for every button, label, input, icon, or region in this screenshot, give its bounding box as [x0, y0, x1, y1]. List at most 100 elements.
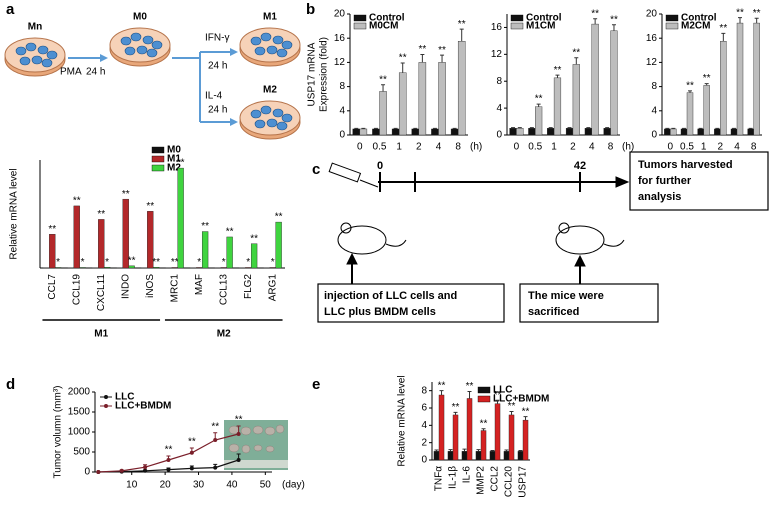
mouse-ear: [340, 222, 352, 234]
x-tick-label: 4: [734, 142, 740, 153]
tumor-photo: [224, 420, 288, 470]
bar: [98, 219, 105, 269]
x-tick-label: 40: [226, 480, 238, 491]
x-tick-label: 8: [608, 142, 614, 153]
error-bar: [738, 17, 742, 24]
error-bar: [518, 449, 523, 452]
significance: *: [246, 257, 250, 268]
x-tick-label: 0.5: [680, 142, 694, 153]
error-bar: [413, 127, 418, 129]
significance: **: [686, 80, 694, 91]
error-bar: [452, 127, 457, 129]
x-tick-label: TNFα: [434, 466, 445, 491]
cell: [46, 50, 58, 60]
legend-label: LLC+BMDM: [493, 394, 549, 405]
error-bar: [688, 90, 692, 93]
legend-swatch: [151, 155, 165, 163]
bar: [720, 41, 727, 136]
error-bar: [517, 127, 522, 129]
box-text: sacrificed: [528, 306, 579, 318]
error-bar: [704, 83, 709, 86]
point: [213, 465, 218, 470]
significance: **: [522, 406, 530, 417]
sacrifice-box: [519, 283, 659, 323]
bar: [697, 128, 704, 136]
x-tick-label: 1: [551, 142, 557, 153]
step-time: 24 h: [208, 105, 227, 116]
error-bar: [611, 24, 616, 31]
cell: [136, 45, 148, 55]
error-bar: [354, 127, 359, 129]
y-axis-label: USP17 mRNA: [307, 42, 318, 106]
error-bar: [476, 449, 481, 452]
bar: [670, 128, 677, 136]
y-tick-label: 0: [84, 467, 90, 478]
cell: [142, 35, 154, 45]
error-bar: [462, 448, 467, 452]
error-bar: [536, 103, 541, 107]
point: [96, 470, 101, 474]
x-tick-label: 0: [357, 142, 363, 153]
step-agent: IL-4: [205, 91, 223, 102]
error-bar: [721, 32, 726, 42]
y-tick-label: 1500: [68, 407, 91, 418]
bar: [147, 211, 154, 269]
point: [189, 466, 194, 471]
bar: [535, 106, 543, 136]
error-bar: [393, 127, 398, 129]
injection-box: [317, 283, 505, 323]
significance: **: [48, 224, 56, 235]
y-tick-label: 500: [73, 447, 90, 458]
x-axis-label: (h): [622, 142, 634, 153]
bar: [610, 30, 618, 136]
bar: [79, 267, 86, 269]
significance: *: [105, 257, 109, 268]
bar: [680, 128, 688, 136]
error-bar: [434, 449, 439, 452]
x-tick-label: USP17: [518, 466, 529, 498]
x-tick-label: 1: [701, 142, 707, 153]
tumor: [264, 426, 276, 436]
bar: [461, 451, 468, 461]
error-bar: [467, 391, 472, 399]
legend-swatch: [151, 146, 165, 154]
legend-swatch: [665, 14, 679, 22]
cell: [281, 113, 293, 123]
legend-label: LLC: [115, 392, 134, 403]
y-tick-label: 4: [496, 103, 502, 114]
x-tick-label: ARG1: [267, 274, 278, 302]
significance: **: [122, 189, 130, 200]
cell: [260, 105, 272, 115]
error-bar: [448, 449, 453, 452]
significance: **: [152, 257, 160, 268]
bar: [522, 419, 529, 461]
bar: [128, 265, 135, 269]
error-bar: [439, 390, 444, 395]
bar: [391, 128, 400, 136]
significance: **: [480, 418, 488, 429]
bar: [73, 205, 80, 269]
tumor: [240, 426, 252, 436]
cell: [272, 108, 284, 118]
box-text: injection of LLC cells and: [324, 290, 457, 302]
error-bar: [698, 127, 703, 129]
legend-label: M2CM: [681, 21, 710, 32]
error-bar: [555, 74, 560, 78]
bar: [747, 128, 754, 136]
y-tick-label: 0: [421, 455, 427, 466]
significance: **: [438, 45, 446, 56]
error-bar: [732, 127, 736, 129]
box-text: for further: [638, 175, 692, 187]
x-tick-label: 50: [260, 480, 272, 491]
bar: [359, 128, 368, 136]
y-tick-label: 0: [496, 130, 502, 141]
x-tick-label: CCL19: [71, 274, 82, 306]
significance: **: [128, 255, 136, 266]
box-text: LLC plus BMDM cells: [324, 306, 436, 318]
bar: [480, 430, 487, 461]
cell: [272, 35, 284, 45]
tumor: [253, 444, 263, 452]
cell: [41, 58, 53, 68]
